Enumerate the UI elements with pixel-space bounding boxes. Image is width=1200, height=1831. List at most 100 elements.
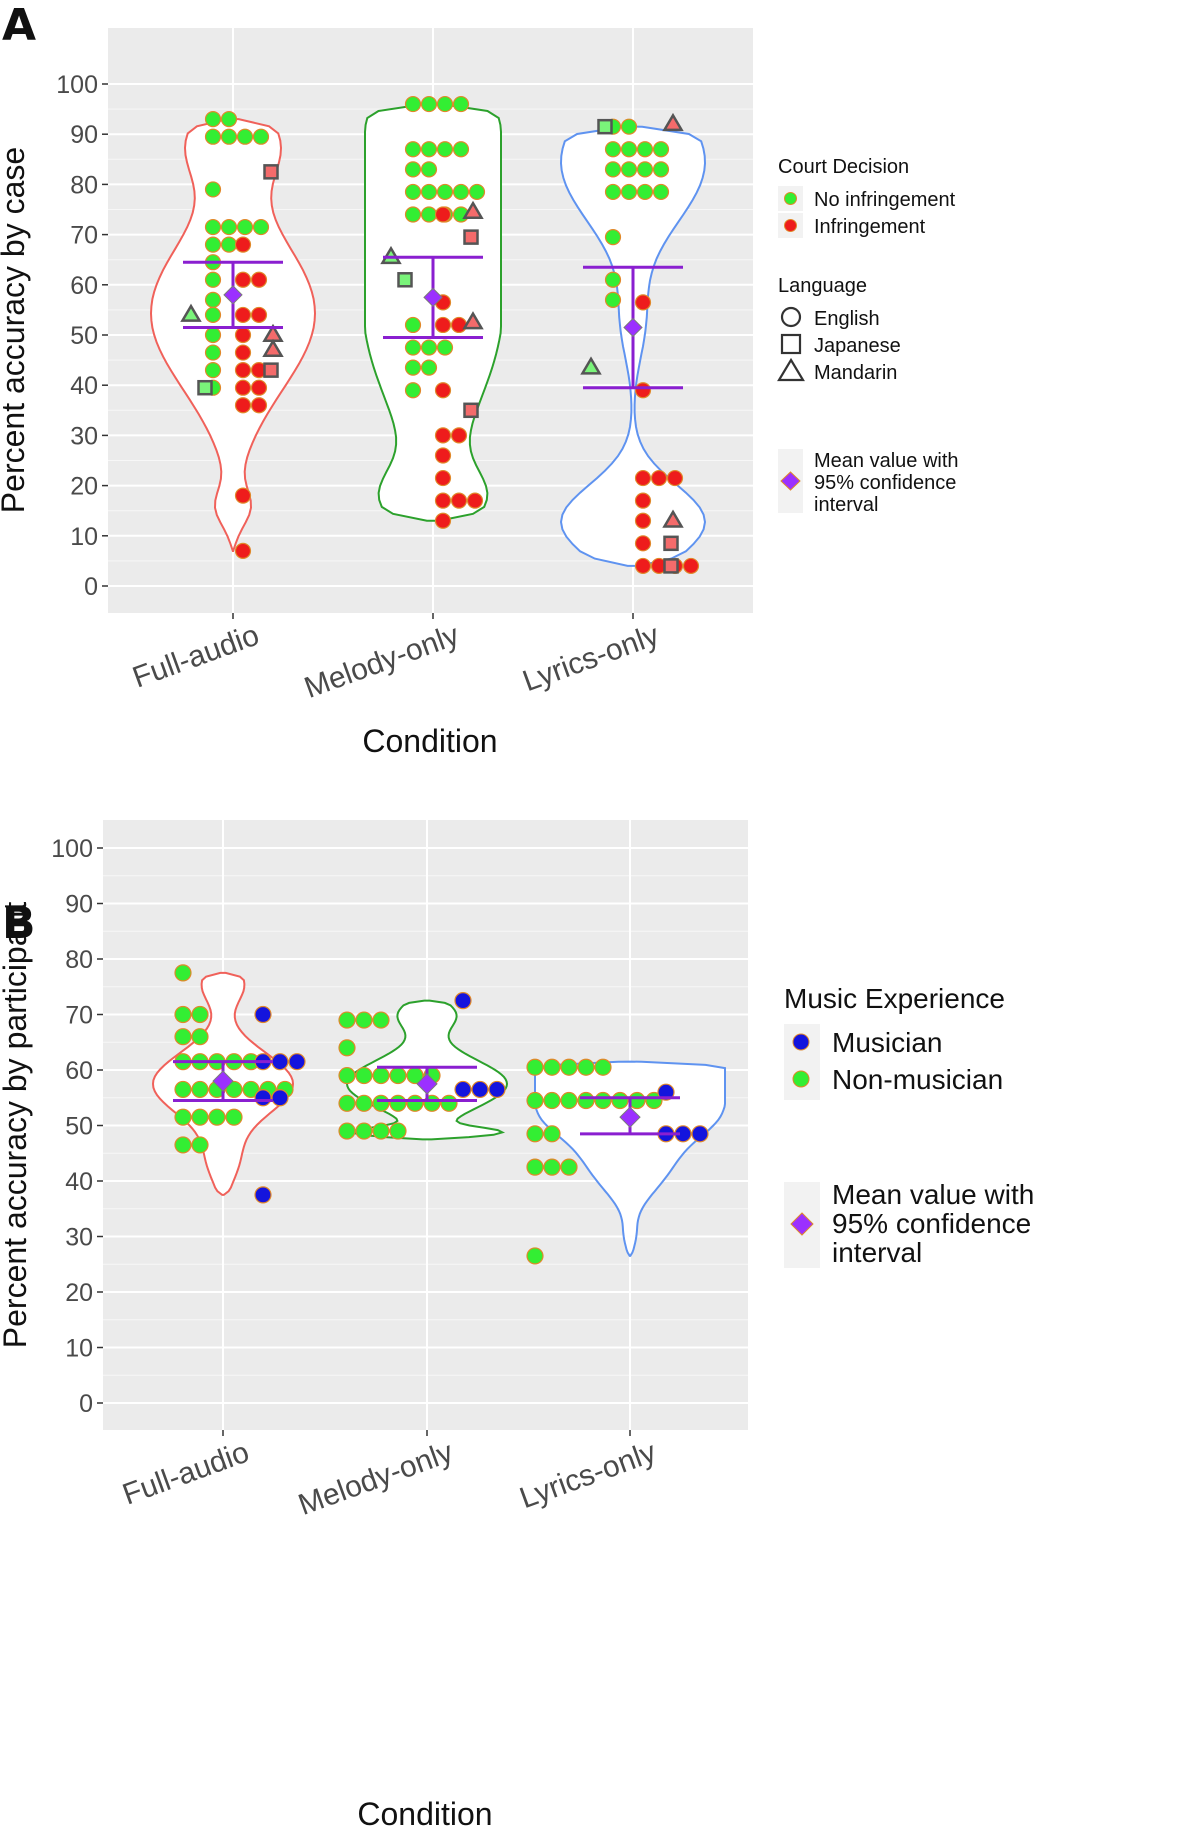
y-tick-label: 80 <box>65 946 93 974</box>
data-point <box>420 161 438 178</box>
data-point <box>636 161 654 178</box>
panel-a-letter: A <box>2 0 36 51</box>
data-point <box>634 469 652 487</box>
data-point <box>338 1011 356 1029</box>
data-point <box>355 1122 373 1140</box>
data-point <box>234 326 252 344</box>
mean-diamond <box>223 285 243 305</box>
data-point <box>434 492 452 509</box>
x-axis-title: Condition <box>362 723 497 759</box>
x-category-label: Full-audio <box>118 1436 253 1512</box>
violin-outline <box>149 118 317 553</box>
y-tick-label: 20 <box>65 1279 93 1307</box>
data-point <box>204 291 222 308</box>
y-tick-label: 90 <box>70 121 98 149</box>
y-tick-label: 50 <box>65 1113 93 1141</box>
y-tick-label: 60 <box>70 272 98 300</box>
data-point <box>543 1091 561 1110</box>
data-point <box>634 382 652 399</box>
data-point <box>197 379 213 396</box>
data-point <box>657 1083 675 1101</box>
data-point <box>234 379 252 396</box>
data-point <box>652 141 670 158</box>
x-axis-title: Condition <box>357 1796 492 1831</box>
data-point <box>234 487 252 504</box>
data-point <box>604 183 622 201</box>
legend-japanese-label: Japanese <box>814 335 901 357</box>
data-point <box>452 95 470 113</box>
data-point <box>271 1089 289 1107</box>
data-point <box>526 1091 544 1110</box>
legend-mean-line3: interval <box>832 1237 922 1268</box>
data-point <box>620 118 638 135</box>
data-point <box>436 183 454 201</box>
data-point <box>450 316 468 334</box>
y-tick-label: 100 <box>56 71 98 99</box>
data-point <box>236 218 254 236</box>
data-point <box>174 1005 192 1024</box>
data-point <box>220 218 238 236</box>
y-tick-label: 10 <box>65 1335 93 1363</box>
data-point <box>234 397 252 414</box>
panel-b-letter: B <box>2 898 36 949</box>
data-point <box>691 1125 709 1143</box>
data-point <box>404 359 422 376</box>
data-point <box>355 1066 373 1085</box>
data-point <box>434 447 452 464</box>
x-category-label: Melody-only <box>294 1436 457 1522</box>
data-point <box>471 1080 489 1099</box>
data-point <box>242 1080 260 1099</box>
panel-a: 0 10 20 30 40 50 60 70 80 90 100 Full-audio Melody-o… <box>0 28 959 759</box>
data-point <box>288 1053 306 1071</box>
data-point <box>526 1158 544 1176</box>
data-point <box>436 339 454 356</box>
data-point <box>225 1108 243 1126</box>
data-point <box>404 206 422 223</box>
data-point <box>338 1066 356 1085</box>
data-point <box>526 1125 544 1143</box>
data-point <box>262 338 284 358</box>
data-point <box>250 271 268 288</box>
data-point <box>594 1091 612 1110</box>
legend-mean-line2: 95% confidence <box>814 472 956 494</box>
data-point <box>389 1094 407 1112</box>
data-point <box>462 311 484 330</box>
data-point <box>560 1158 578 1176</box>
data-point <box>250 379 268 396</box>
panel-b: 0 10 20 30 40 50 60 70 80 90 100 Full-audio Melody-o… <box>0 820 1034 1831</box>
data-point <box>404 316 422 334</box>
y-axis-title: Percent accuracy by case <box>0 147 31 513</box>
data-point <box>436 95 454 113</box>
data-point <box>404 161 422 178</box>
legend-non-musician-label: Non-musician <box>832 1064 1003 1095</box>
legend-mean-line3: interval <box>814 494 878 516</box>
data-point <box>604 161 622 178</box>
data-point <box>220 236 238 253</box>
data-point <box>420 95 438 113</box>
data-point <box>560 1058 578 1076</box>
data-point <box>452 141 470 158</box>
data-point <box>252 218 270 236</box>
data-point <box>543 1058 561 1076</box>
data-point <box>526 1058 544 1076</box>
legend-mean-diamond <box>780 471 801 491</box>
data-point <box>372 1094 390 1112</box>
legend-mean-diamond <box>790 1212 814 1236</box>
legend-japanese-shape <box>780 333 802 355</box>
y-tick-label: 60 <box>65 1057 93 1085</box>
data-point <box>436 141 454 158</box>
legend-no-infringement-swatch <box>784 192 797 205</box>
data-point <box>634 512 652 529</box>
data-point <box>597 118 613 135</box>
y-tick-label: 10 <box>70 523 98 551</box>
data-point <box>636 141 654 158</box>
data-point <box>434 469 452 487</box>
data-point <box>174 964 192 982</box>
data-point <box>662 112 684 132</box>
data-point <box>355 1011 373 1029</box>
data-point <box>420 141 438 158</box>
y-tick-label: 90 <box>65 891 93 919</box>
x-category-label: Lyrics-only <box>518 619 663 699</box>
data-point <box>620 183 638 201</box>
legend-court-title: Court Decision <box>778 156 909 178</box>
